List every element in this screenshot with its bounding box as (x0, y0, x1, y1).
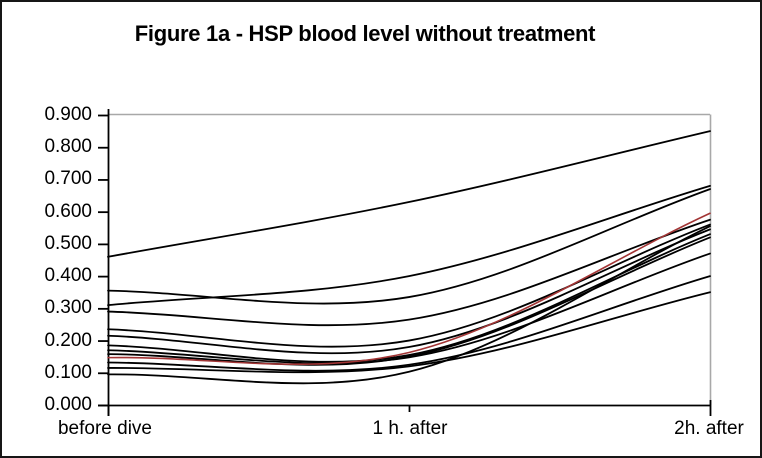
y-axis-tick-label: 0.900 (44, 104, 92, 125)
series-line (107, 225, 711, 385)
y-axis-tick-label: 0.100 (44, 361, 92, 383)
x-axis-category-label: before dive (57, 418, 153, 439)
y-axis-tick-label: 0.500 (44, 232, 92, 254)
series-line (107, 291, 711, 374)
y-axis-tick-label: 0.300 (44, 297, 92, 319)
x-axis-category-label: 1 h. after (372, 418, 448, 439)
x-axis-category-label: 2h. after (674, 418, 744, 439)
chart-title: Figure 1a - HSP blood level without trea… (134, 21, 596, 46)
series-line (107, 275, 711, 372)
y-axis-tick-label: 0.700 (44, 168, 92, 190)
series-line (107, 236, 711, 366)
series-line (107, 228, 711, 355)
series-line (107, 130, 711, 258)
series-line (107, 223, 711, 348)
series-line (107, 218, 711, 327)
y-axis-tick-label: 0.800 (44, 136, 92, 158)
series-line (107, 184, 711, 307)
y-axis-tick-label: 0.000 (44, 394, 92, 415)
y-axis-tick-label: 0.600 (44, 200, 92, 222)
y-axis-tick-label: 0.400 (44, 265, 92, 287)
highlighted-series-line (107, 212, 711, 366)
series-line (107, 188, 711, 305)
y-axis-tick-label: 0.200 (44, 329, 92, 351)
